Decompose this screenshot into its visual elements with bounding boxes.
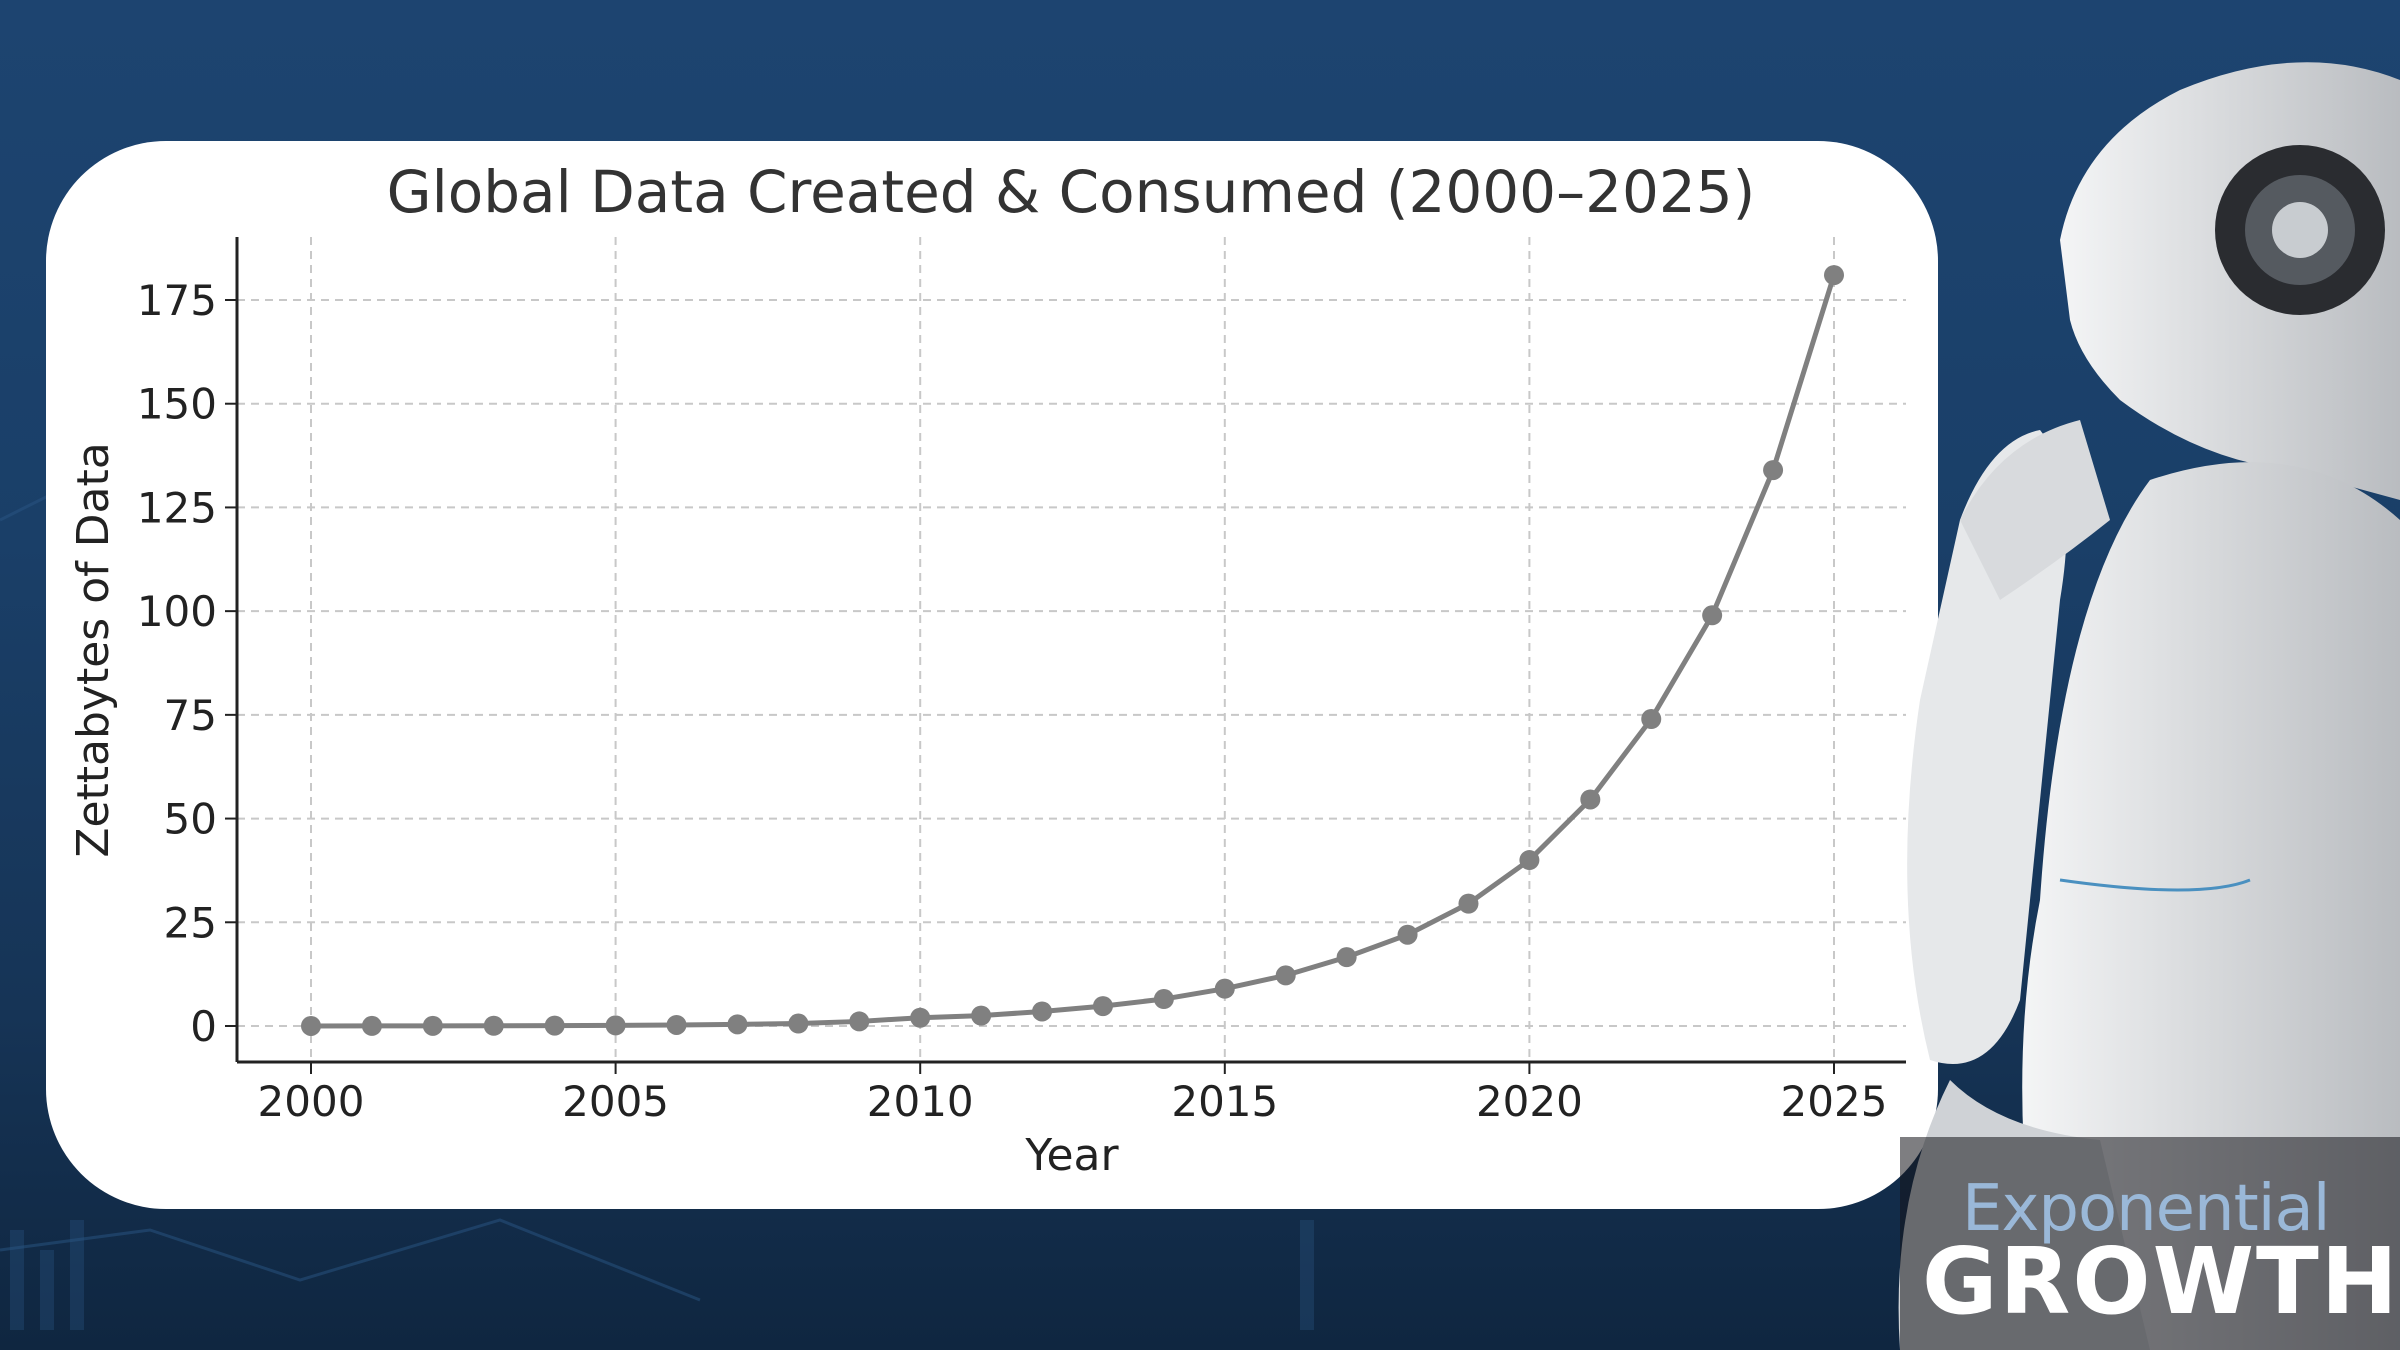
data-point-2024 [1763,460,1784,481]
logo-exponential: Exponential [1962,1172,2330,1246]
data-point-2004 [544,1015,565,1036]
y-axis-label: Zettabytes of Data [68,442,119,857]
y-tick-label: 50 [164,795,217,844]
data-point-2021 [1580,789,1601,810]
chart-card [46,141,1938,1209]
data-point-2025 [1824,265,1844,286]
data-point-2014 [1153,989,1174,1010]
data-point-2007 [727,1014,748,1035]
y-tick-label: 25 [164,898,217,947]
x-tick-label: 2015 [1171,1077,1278,1126]
y-tick-label: 0 [190,1002,217,1051]
data-point-2003 [483,1015,504,1036]
x-tick-label: 2005 [562,1077,669,1126]
data-point-2011 [971,1005,992,1026]
data-point-2002 [422,1015,443,1036]
y-tick-label: 75 [164,691,217,740]
logo-backdrop [1900,1137,2400,1350]
data-point-2009 [849,1011,870,1032]
data-point-2019 [1458,893,1479,914]
data-point-2008 [788,1013,809,1034]
y-tick-label: 125 [137,483,217,532]
x-axis-label: Year [1024,1130,1119,1181]
y-tick-label: 100 [137,587,217,636]
data-point-2016 [1275,965,1296,986]
y-tick-label: 150 [137,380,217,429]
x-tick-label: 2020 [1476,1077,1583,1126]
data-point-2000 [301,1015,321,1036]
y-tick-label: 175 [137,276,217,325]
x-tick-label: 2025 [1781,1077,1888,1126]
data-point-2015 [1214,978,1235,999]
data-point-2020 [1519,850,1540,871]
data-point-2005 [605,1015,626,1036]
data-point-2010 [910,1007,931,1028]
data-point-2023 [1702,605,1723,626]
data-line [310,274,1837,1029]
data-point-2013 [1092,996,1113,1017]
data-point-2022 [1641,709,1662,730]
data-point-2006 [666,1014,687,1035]
logo-growth: GROWTH [1922,1228,2400,1335]
data-point-2018 [1397,924,1418,945]
x-tick-label: 2010 [867,1077,974,1126]
chart-title: Global Data Created & Consumed (2000–202… [387,158,1756,226]
data-point-2012 [1032,1001,1053,1022]
data-point-2017 [1336,947,1357,968]
x-tick-label: 2000 [258,1077,365,1126]
data-point-2001 [361,1015,382,1036]
